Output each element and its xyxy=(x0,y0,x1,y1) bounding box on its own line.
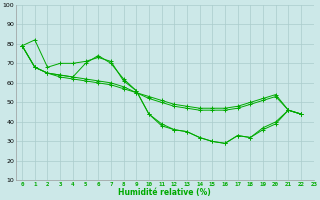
X-axis label: Humidité relative (%): Humidité relative (%) xyxy=(118,188,211,197)
